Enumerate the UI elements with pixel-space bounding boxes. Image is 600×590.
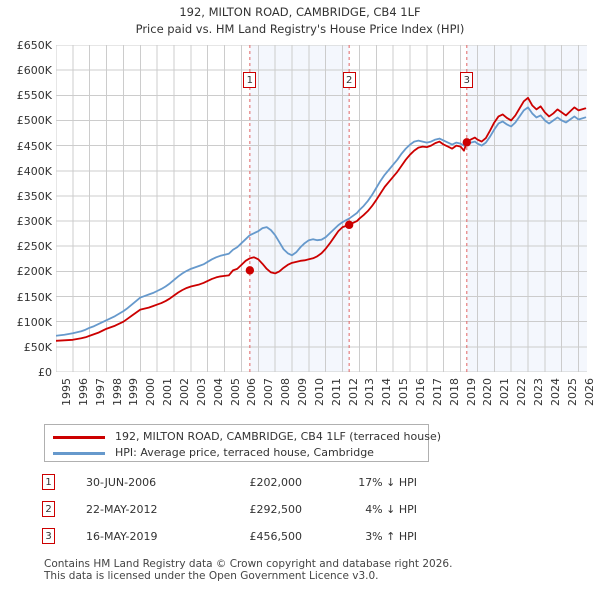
marker-label-1[interactable]: 1 xyxy=(243,72,257,88)
x-axis-tick: 2018 xyxy=(447,378,461,406)
x-axis-tick: 2019 xyxy=(464,378,478,406)
x-axis-tick: 2007 xyxy=(262,378,276,406)
x-axis-tick: 2004 xyxy=(211,378,225,406)
y-axis-tick: £200K xyxy=(16,265,52,279)
y-axis-tick: £150K xyxy=(16,290,52,304)
x-axis-tick: 1995 xyxy=(60,378,73,406)
x-axis-tick: 2020 xyxy=(481,378,495,406)
x-axis-tick: 2015 xyxy=(397,378,411,406)
table-row[interactable]: 1 30-JUN-2006 £202,000 17% ↓ HPI xyxy=(42,474,442,494)
row-price: £456,500 xyxy=(249,530,303,543)
page-title: 192, MILTON ROAD, CAMBRIDGE, CB4 1LF Pri… xyxy=(0,4,600,38)
x-axis-tick: 2011 xyxy=(329,378,343,406)
table-row[interactable]: 2 22-MAY-2012 £292,500 4% ↓ HPI xyxy=(42,501,442,521)
transaction-point xyxy=(245,266,255,275)
y-axis-tick: £650K xyxy=(16,39,52,52)
row-marker-number: 1 xyxy=(42,474,55,490)
legend-label: 192, MILTON ROAD, CAMBRIDGE, CB4 1LF (te… xyxy=(115,430,441,443)
y-axis-tick: £250K xyxy=(16,240,52,254)
y-axis-tick: £450K xyxy=(16,139,52,153)
legend-label: HPI: Average price, terraced house, Camb… xyxy=(115,446,374,459)
x-axis-tick: 2005 xyxy=(228,378,242,406)
row-hpi-difference: 17% ↓ HPI xyxy=(358,476,417,489)
chart-legend: 192, MILTON ROAD, CAMBRIDGE, CB4 1LF (te… xyxy=(44,424,441,462)
footer-line-2: This data is licensed under the Open Gov… xyxy=(44,570,379,582)
hpi-line xyxy=(56,106,587,337)
x-axis-tick: 2008 xyxy=(279,378,293,406)
plot-area xyxy=(56,45,587,372)
y-axis-tick: £600K xyxy=(16,64,52,78)
row-marker-number: 2 xyxy=(42,501,55,517)
x-axis-tick: 2003 xyxy=(194,378,208,406)
x-axis-tick: 2006 xyxy=(245,378,259,406)
row-price: £292,500 xyxy=(249,503,303,516)
x-axis-tick: 1996 xyxy=(76,378,90,406)
transaction-point xyxy=(344,220,354,230)
footer-line-1: Contains HM Land Registry data © Crown c… xyxy=(44,558,453,570)
title-line-2: Price paid vs. HM Land Registry's House … xyxy=(135,22,465,36)
row-marker-number: 3 xyxy=(42,528,55,544)
x-axis-tick: 2023 xyxy=(532,378,545,406)
x-axis-tick: 2014 xyxy=(380,378,394,406)
transaction-point xyxy=(462,138,472,147)
y-axis-tick: £0 xyxy=(38,366,52,379)
x-axis-tick: 2025 xyxy=(565,378,579,406)
x-axis-tick: 2009 xyxy=(296,378,309,406)
price-hpi-line-chart xyxy=(56,45,587,372)
y-axis-tick: £400K xyxy=(16,164,52,178)
x-axis-tick: 2002 xyxy=(178,378,191,406)
legend-color-swatch xyxy=(53,452,105,455)
x-axis-tick: 2013 xyxy=(363,378,377,406)
x-axis-tick: 2026 xyxy=(582,378,596,406)
x-axis-tick: 2016 xyxy=(414,378,427,406)
table-row[interactable]: 3 16-MAY-2019 £456,500 3% ↑ HPI xyxy=(42,528,442,548)
x-axis-tick: 2000 xyxy=(144,378,158,406)
legend-color-swatch xyxy=(53,436,105,439)
x-axis-tick: 2012 xyxy=(346,378,360,406)
x-axis-tick: 1998 xyxy=(110,378,124,406)
x-axis-tick: 2001 xyxy=(161,378,175,406)
y-axis-tick: £50K xyxy=(23,340,52,354)
y-axis-tick: £500K xyxy=(16,114,52,128)
x-axis-tick: 2021 xyxy=(498,378,512,406)
row-hpi-difference: 4% ↓ HPI xyxy=(365,503,417,516)
row-date: 16-MAY-2019 xyxy=(86,530,158,543)
footer-attribution: Contains HM Land Registry data © Crown c… xyxy=(44,558,564,582)
shaded-span xyxy=(466,45,587,372)
row-price: £202,000 xyxy=(249,476,303,489)
row-hpi-difference: 3% ↑ HPI xyxy=(365,530,417,543)
x-axis-tick: 1999 xyxy=(127,378,141,406)
y-axis-tick: £550K xyxy=(16,89,52,103)
price-paid-line xyxy=(56,96,587,342)
y-axis-tick: £100K xyxy=(16,315,52,329)
marker-label-2[interactable]: 2 xyxy=(342,72,356,88)
row-date: 22-MAY-2012 xyxy=(86,503,158,516)
x-axis-tick: 2017 xyxy=(430,378,444,406)
x-axis-tick: 2010 xyxy=(312,378,326,406)
row-date: 30-JUN-2006 xyxy=(86,476,157,489)
y-axis-tick: £350K xyxy=(16,189,52,203)
shaded-span xyxy=(249,45,350,372)
y-axis-tick: £300K xyxy=(16,215,52,229)
x-axis-tick: 2024 xyxy=(548,378,562,406)
x-axis-tick: 1997 xyxy=(93,378,107,406)
x-axis-tick: 2022 xyxy=(515,378,529,406)
marker-label-3[interactable]: 3 xyxy=(460,72,474,88)
title-line-1: 192, MILTON ROAD, CAMBRIDGE, CB4 1LF xyxy=(179,5,421,19)
